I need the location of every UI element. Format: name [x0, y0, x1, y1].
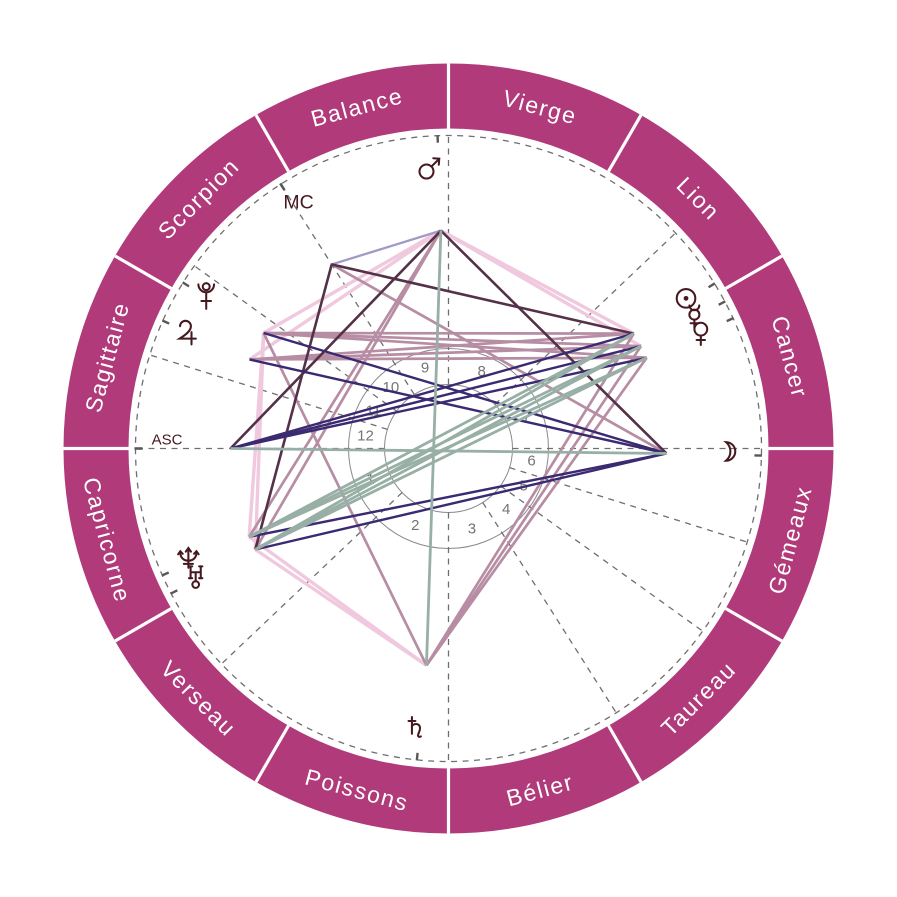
- svg-text:ASC: ASC: [152, 432, 183, 449]
- svg-text:9: 9: [421, 359, 429, 376]
- svg-text:8: 8: [477, 363, 485, 380]
- svg-text:3: 3: [468, 521, 476, 538]
- svg-text:2: 2: [411, 517, 419, 534]
- svg-text:1: 1: [366, 471, 374, 488]
- svg-text:4: 4: [502, 501, 510, 518]
- svg-text:MC: MC: [283, 192, 313, 214]
- svg-text:12: 12: [357, 427, 374, 444]
- svg-text:6: 6: [527, 453, 535, 470]
